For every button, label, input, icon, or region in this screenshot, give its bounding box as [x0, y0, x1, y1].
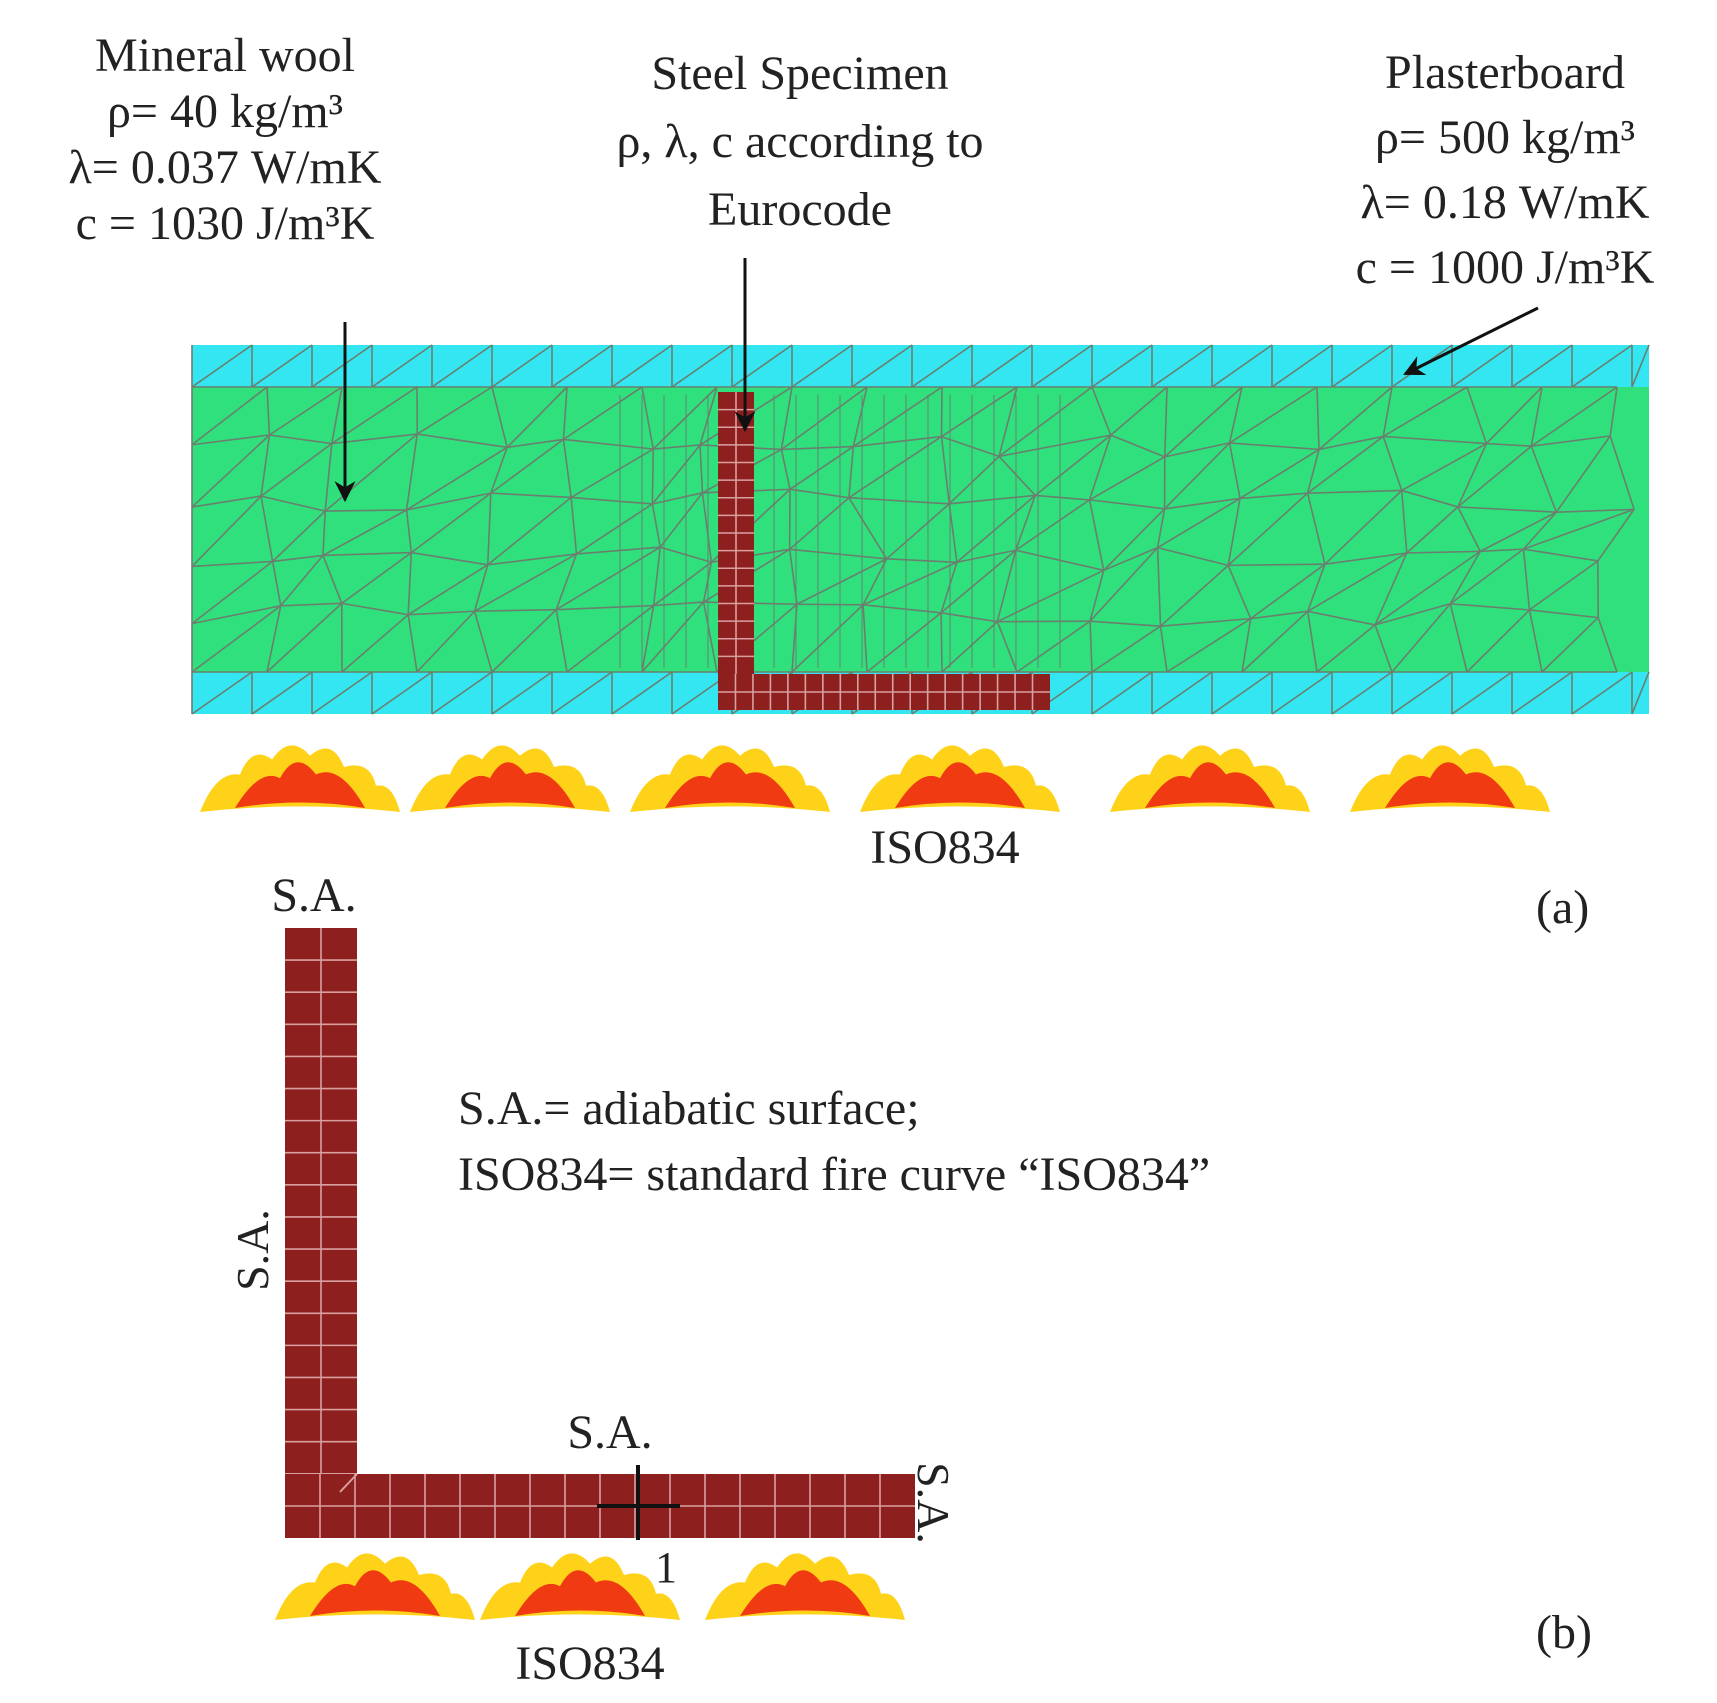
mineral-wool-label: Mineral wool ρ= 40 kg/m³ λ= 0.037 W/mK c… — [69, 28, 382, 252]
mineral-wool-density: ρ= 40 kg/m³ — [106, 85, 344, 138]
iso834-label-a: ISO834 — [870, 821, 1020, 874]
fire-flames-panel-a — [200, 745, 1550, 812]
legend-adiabatic-surface: S.A.= adiabatic surface; — [458, 1082, 920, 1135]
panel-a-label: (a) — [1536, 881, 1590, 934]
steel-specimen-eurocode: Eurocode — [708, 183, 892, 236]
panel-b-label: (b) — [1536, 1606, 1592, 1659]
point-1-label: 1 — [655, 1543, 677, 1592]
steel-specimen-properties: ρ, λ, c according to — [616, 115, 984, 168]
panel-b-l-section — [285, 928, 915, 1538]
legend: S.A.= adiabatic surface; ISO834= standar… — [458, 1076, 1210, 1208]
plasterboard-label: Plasterboard ρ= 500 kg/m³ λ= 0.18 W/mK c… — [1356, 40, 1655, 300]
mineral-wool-conductivity: λ= 0.037 W/mK — [68, 141, 382, 194]
plasterboard-heat-capacity: c = 1000 J/m³K — [1355, 241, 1655, 294]
iso834-label-b: ISO834 — [515, 1637, 665, 1690]
plasterboard-title: Plasterboard — [1385, 46, 1625, 99]
steel-specimen-label: Steel Specimen ρ, λ, c according to Euro… — [616, 40, 983, 244]
sa-right-label: S.A. — [908, 1462, 959, 1544]
sa-mid-label: S.A. — [567, 1406, 653, 1459]
plasterboard-arrow — [1403, 306, 1539, 376]
fire-flames-panel-b — [275, 1553, 905, 1620]
plasterboard-density: ρ= 500 kg/m³ — [1374, 111, 1636, 164]
mineral-wool-title: Mineral wool — [95, 29, 355, 82]
legend-iso834-curve: ISO834= standard fire curve “ISO834” — [458, 1148, 1211, 1201]
mineral-wool-heat-capacity: c = 1030 J/m³K — [75, 197, 375, 250]
sa-left-label: S.A. — [227, 1209, 278, 1291]
sa-top-label: S.A. — [271, 869, 357, 922]
fe-mesh — [191, 344, 1650, 715]
steel-specimen-title: Steel Specimen — [651, 47, 949, 100]
point-1-marker — [597, 1465, 680, 1540]
steel-specimen-section — [718, 392, 1050, 710]
panel-a-cross-section — [191, 344, 1650, 715]
plasterboard-conductivity: λ= 0.18 W/mK — [1360, 176, 1650, 229]
